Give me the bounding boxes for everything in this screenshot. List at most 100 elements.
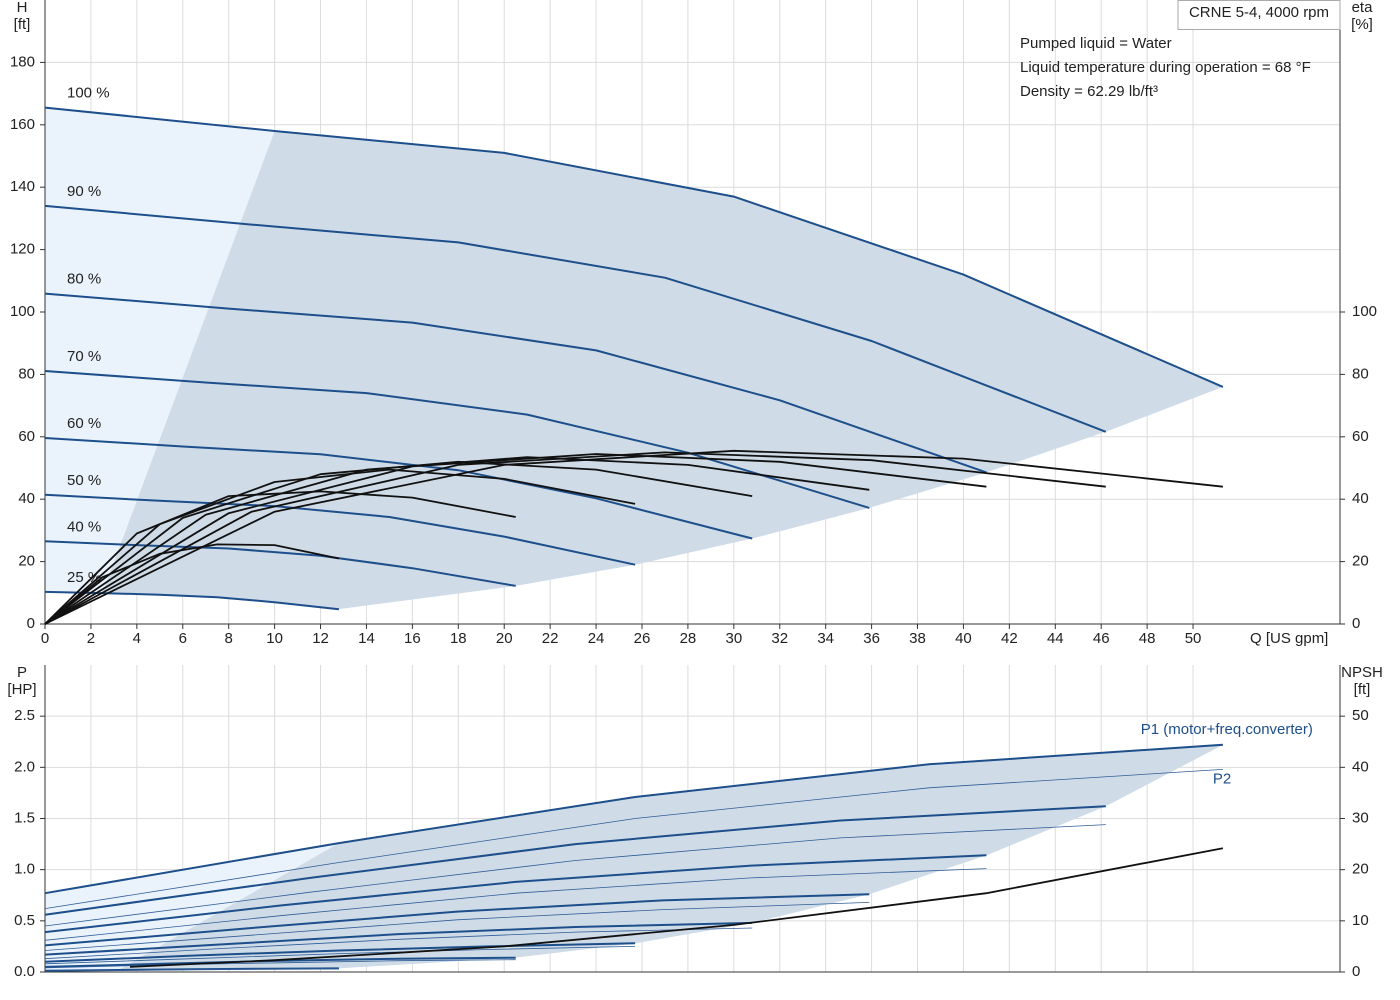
speed-label: 90 %	[67, 183, 101, 200]
y-axis-label: P	[17, 664, 27, 681]
y-tick-label: 120	[10, 241, 35, 258]
y-axis-label: H	[17, 0, 28, 16]
x-tick-label: 20	[496, 630, 513, 647]
operating-area	[118, 744, 1223, 970]
x-tick-label: 2	[87, 630, 95, 647]
y-tick-label: 1.5	[14, 809, 35, 826]
y-tick-label: 0	[27, 615, 35, 632]
secondary-curve	[129, 847, 1224, 968]
x-tick-label: 36	[863, 630, 880, 647]
x-tick-label: 10	[266, 630, 283, 647]
y-axis-unit: [HP]	[7, 681, 36, 698]
secondary-curve	[44, 460, 753, 625]
curve	[44, 902, 870, 951]
speed-label: 50 %	[67, 472, 101, 489]
y2-tick-label: 0	[1352, 963, 1360, 980]
y2-axis-unit: [%]	[1351, 16, 1373, 33]
y-tick-label: 160	[10, 116, 35, 133]
curve	[44, 968, 339, 972]
x-tick-label: 42	[1001, 630, 1018, 647]
curve	[44, 540, 516, 587]
x-axis-label: Q [US gpm]	[1250, 630, 1328, 647]
secondary-curve	[44, 543, 340, 625]
x-tick-label: 14	[358, 630, 375, 647]
y2-tick-label: 50	[1352, 707, 1369, 724]
x-tick-label: 48	[1139, 630, 1156, 647]
x-tick-label: 18	[450, 630, 467, 647]
speed-label: 70 %	[67, 348, 101, 365]
curve	[44, 437, 753, 540]
x-tick-label: 40	[955, 630, 972, 647]
y2-tick-label: 10	[1352, 912, 1369, 929]
y2-axis-label: eta	[1352, 0, 1374, 16]
x-tick-label: 22	[542, 630, 559, 647]
y-tick-label: 1.0	[14, 861, 35, 878]
curve	[44, 106, 1224, 388]
y2-tick-label: 40	[1352, 758, 1369, 775]
x-tick-label: 0	[41, 630, 49, 647]
x-tick-label: 46	[1093, 630, 1110, 647]
curve	[44, 743, 1223, 895]
y2-tick-label: 20	[1352, 861, 1369, 878]
curve	[44, 893, 870, 947]
x-tick-label: 50	[1185, 630, 1202, 647]
y-tick-label: 100	[10, 303, 35, 320]
x-tick-label: 12	[312, 630, 329, 647]
x-tick-label: 38	[909, 630, 926, 647]
x-tick-label: 28	[680, 630, 697, 647]
y-tick-label: 0.0	[14, 963, 35, 980]
curve	[44, 769, 1223, 909]
annotation: Density = 62.29 lb/ft³	[1020, 83, 1158, 100]
x-tick-label: 32	[771, 630, 788, 647]
annotation: Liquid temperature during operation = 68…	[1020, 59, 1311, 76]
y-tick-label: 0.5	[14, 912, 35, 929]
curve	[44, 292, 987, 474]
speed-label: 100 %	[67, 85, 110, 102]
y2-tick-label: 100	[1352, 303, 1377, 320]
x-tick-label: 16	[404, 630, 421, 647]
speed-label: 60 %	[67, 415, 101, 432]
low-flow-area	[45, 107, 275, 594]
y2-tick-label: 40	[1352, 490, 1369, 507]
title-box	[1177, 0, 1341, 30]
x-tick-label: 30	[725, 630, 742, 647]
curve	[44, 204, 1107, 433]
curve	[44, 927, 753, 960]
y-tick-label: 20	[18, 553, 35, 570]
x-tick-label: 34	[817, 630, 834, 647]
y2-tick-label: 60	[1352, 428, 1369, 445]
secondary-curve	[44, 468, 636, 625]
y2-tick-label: 20	[1352, 553, 1369, 570]
y-tick-label: 140	[10, 178, 35, 195]
y-tick-label: 2.0	[14, 758, 35, 775]
y-tick-label: 60	[18, 428, 35, 445]
y-tick-label: 40	[18, 490, 35, 507]
y2-axis-label: NPSH	[1341, 664, 1383, 681]
chart-title: CRNE 5-4, 4000 rpm	[1189, 4, 1329, 21]
curve	[44, 493, 636, 566]
speed-label: 80 %	[67, 271, 101, 288]
x-tick-label: 44	[1047, 630, 1064, 647]
x-tick-label: 6	[179, 630, 187, 647]
curve	[44, 868, 987, 941]
curve	[44, 942, 636, 963]
x-tick-label: 8	[225, 630, 233, 647]
secondary-curve	[44, 453, 987, 625]
x-tick-label: 4	[133, 630, 141, 647]
curve	[44, 946, 636, 965]
x-tick-label: 24	[588, 630, 605, 647]
curve	[44, 805, 1106, 916]
secondary-curve	[44, 490, 516, 625]
curve	[44, 590, 340, 611]
y-axis-unit: [ft]	[14, 16, 31, 33]
curve	[44, 854, 987, 934]
curve	[44, 824, 1106, 927]
y2-axis-unit: [ft]	[1354, 681, 1371, 698]
curve-label: P1 (motor+freq.converter)	[1141, 721, 1313, 738]
y-tick-label: 180	[10, 53, 35, 70]
annotation: Pumped liquid = Water	[1020, 35, 1172, 52]
curve	[44, 921, 753, 956]
secondary-curve	[44, 449, 1223, 625]
y2-tick-label: 0	[1352, 615, 1360, 632]
